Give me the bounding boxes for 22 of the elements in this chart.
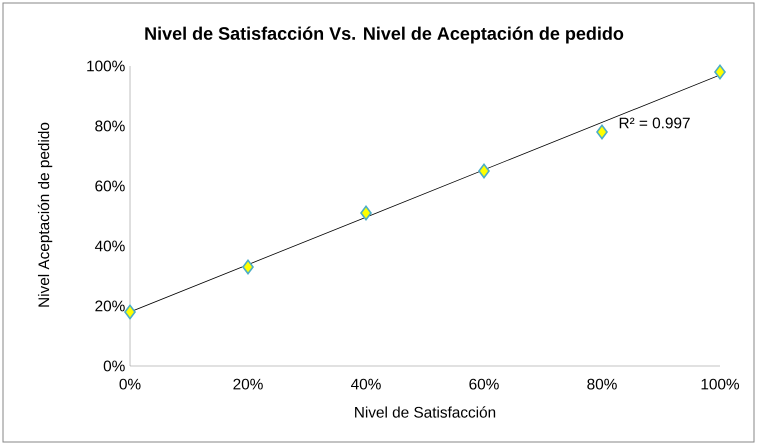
- point: [242, 260, 254, 274]
- point: [596, 124, 608, 140]
- x-tick-label: 40%: [351, 378, 381, 390]
- point: [478, 164, 490, 178]
- x-tick-label: 60%: [469, 378, 499, 390]
- x-axis-title: Nivel de Satisfacción: [355, 406, 496, 418]
- y-tick-label: 0%: [104, 360, 125, 372]
- annotation: R² = 0.997: [620, 118, 690, 128]
- y-axis-title: Nivel Aceptación de pedido: [38, 122, 52, 307]
- y-tick-label: 100%: [87, 60, 125, 72]
- point: [360, 206, 372, 220]
- y-tick-label: 20%: [95, 300, 125, 312]
- point: [124, 304, 136, 320]
- y-tick-label: 80%: [95, 120, 125, 132]
- y-tick-label: 60%: [95, 180, 125, 192]
- point: [714, 64, 726, 80]
- x-tick-label: 0%: [120, 378, 141, 390]
- chart-title: Nivel de Satisfacción Vs. Nivel de Aceptación de pedido: [145, 26, 624, 44]
- x-tick-label: 80%: [587, 378, 617, 390]
- x-tick-label: 100%: [702, 378, 740, 390]
- y-tick-label: 40%: [94, 240, 125, 252]
- x-tick-label: 20%: [233, 378, 263, 390]
